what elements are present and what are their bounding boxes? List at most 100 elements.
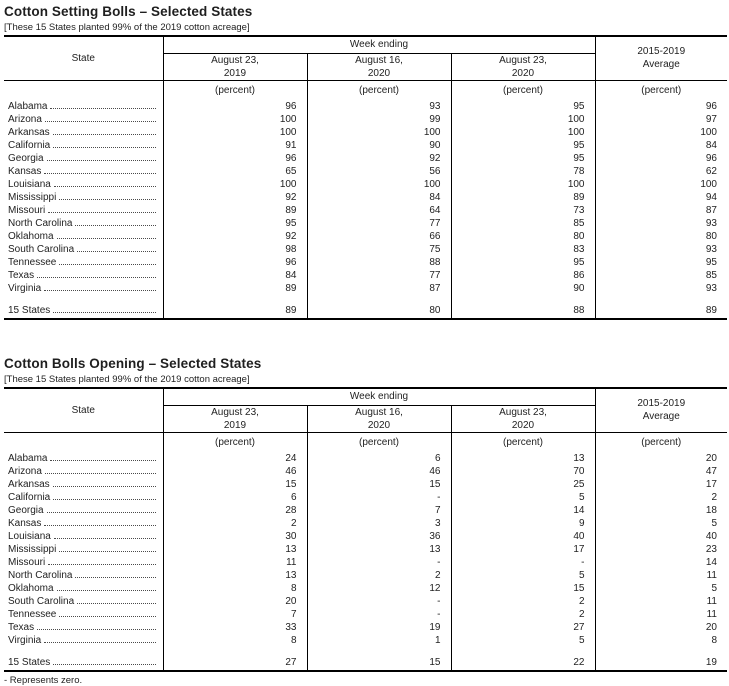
- spacer-row: [4, 647, 727, 655]
- value-cell: 95: [450, 139, 595, 152]
- value-cell: 14: [594, 556, 727, 569]
- date-column-header-2: August 16, 2020: [306, 405, 451, 433]
- value-cell: 25: [450, 478, 595, 491]
- state-name-cell: California: [4, 139, 163, 152]
- state-name-cell: Mississippi: [4, 543, 163, 556]
- unit-label: (percent): [306, 80, 451, 100]
- value-cell: 86: [450, 269, 595, 282]
- value-cell: -: [450, 556, 595, 569]
- value-cell: -: [306, 595, 451, 608]
- dot-leader: [53, 538, 156, 539]
- value-cell: 6: [162, 491, 307, 504]
- value-cell: 95: [594, 256, 727, 269]
- value-cell: 7: [306, 504, 451, 517]
- value-cell: 5: [450, 569, 595, 582]
- table-row: Alabama 24 6 13 20: [4, 452, 727, 465]
- state-name: 15 States: [8, 305, 51, 316]
- value-cell: 84: [306, 191, 451, 204]
- state-name: Alabama: [8, 453, 48, 464]
- section-cotton-bolls-opening: Cotton Bolls Opening – Selected States […: [4, 356, 727, 672]
- value-cell: 96: [162, 256, 307, 269]
- value-cell: 46: [162, 465, 307, 478]
- average-column-header: 2015-2019 Average: [594, 388, 727, 433]
- state-name-cell: South Carolina: [4, 595, 163, 608]
- dot-leader: [46, 160, 156, 161]
- dot-leader: [48, 212, 156, 213]
- value-cell: 22: [450, 655, 595, 671]
- value-cell: 70: [450, 465, 595, 478]
- table-row: Louisiana 100 100 100 100: [4, 178, 727, 191]
- spacer-cell: [162, 647, 307, 655]
- spacer-cell: [594, 647, 727, 655]
- value-cell: 30: [162, 530, 307, 543]
- table-row: Alabama 96 93 95 96: [4, 100, 727, 113]
- state-name: Georgia: [8, 153, 44, 164]
- dot-leader: [53, 499, 156, 500]
- value-cell: 96: [594, 100, 727, 113]
- dot-leader: [37, 629, 156, 630]
- value-cell: 87: [594, 204, 727, 217]
- table-row: Tennessee 96 88 95 95: [4, 256, 727, 269]
- date-column-header-3: August 23, 2020: [450, 53, 595, 81]
- value-cell: 7: [162, 608, 307, 621]
- spacer-cell: [450, 647, 595, 655]
- state-name: Mississippi: [8, 544, 57, 555]
- table-row: Mississippi 92 84 89 94: [4, 191, 727, 204]
- value-cell: 83: [450, 243, 595, 256]
- value-cell: 13: [450, 452, 595, 465]
- value-cell: 80: [306, 303, 451, 319]
- value-cell: 92: [162, 230, 307, 243]
- state-column-header: State: [4, 388, 163, 433]
- state-name-cell: Arkansas: [4, 478, 163, 491]
- dot-leader: [59, 264, 156, 265]
- header-row-group: State Week ending 2015-2019 Average: [4, 388, 727, 433]
- value-cell: 28: [162, 504, 307, 517]
- table-title: Cotton Bolls Opening – Selected States: [4, 356, 262, 371]
- value-cell: 20: [594, 621, 727, 634]
- unit-row: (percent) (percent) (percent) (percent): [4, 432, 727, 452]
- table-row: Texas 84 77 86 85: [4, 269, 727, 282]
- value-cell: 99: [306, 113, 451, 126]
- table-row: South Carolina 98 75 83 93: [4, 243, 727, 256]
- state-name-cell: Kansas: [4, 165, 163, 178]
- state-name-cell: Texas: [4, 269, 163, 282]
- date-header-row: August 23, 2019 August 16, 2020 August 2…: [4, 53, 727, 81]
- value-cell: 85: [450, 217, 595, 230]
- state-name: Georgia: [8, 505, 44, 516]
- table-row: Georgia 96 92 95 96: [4, 152, 727, 165]
- state-name-cell: Virginia: [4, 634, 163, 647]
- unit-row: (percent) (percent) (percent) (percent): [4, 80, 727, 100]
- table-row: Missouri 89 64 73 87: [4, 204, 727, 217]
- value-cell: 15: [306, 478, 451, 491]
- value-cell: 14: [450, 504, 595, 517]
- state-name: Tennessee: [8, 257, 57, 268]
- spacer-cell: [4, 295, 163, 303]
- state-name: 15 States: [8, 657, 51, 668]
- data-table: State Week ending 2015-2019 Average Augu…: [4, 387, 727, 672]
- state-name-cell: South Carolina: [4, 243, 163, 256]
- value-cell: 11: [594, 569, 727, 582]
- state-name: South Carolina: [8, 596, 75, 607]
- table-row: 15 States 89 80 88 89: [4, 303, 727, 319]
- value-cell: 80: [594, 230, 727, 243]
- table-body: Alabama 24 6 13 20 Arizona 46 46 70 47 Arkansas 15 1…: [4, 452, 727, 671]
- state-name: California: [8, 140, 51, 151]
- value-cell: 77: [306, 269, 451, 282]
- value-cell: 11: [594, 595, 727, 608]
- dot-leader: [50, 460, 156, 461]
- state-name: Kansas: [8, 518, 42, 529]
- dot-leader: [53, 312, 156, 313]
- dot-leader: [75, 577, 156, 578]
- date-column-header-3: August 23, 2020: [450, 405, 595, 433]
- value-cell: 100: [450, 126, 595, 139]
- state-name-cell: California: [4, 491, 163, 504]
- spacer-cell: [306, 295, 451, 303]
- value-cell: 8: [594, 634, 727, 647]
- dot-leader: [75, 225, 156, 226]
- value-cell: 15: [306, 655, 451, 671]
- state-name: Oklahoma: [8, 231, 54, 242]
- state-name-cell: Tennessee: [4, 256, 163, 269]
- value-cell: 27: [450, 621, 595, 634]
- state-name: Kansas: [8, 166, 42, 177]
- value-cell: 95: [450, 256, 595, 269]
